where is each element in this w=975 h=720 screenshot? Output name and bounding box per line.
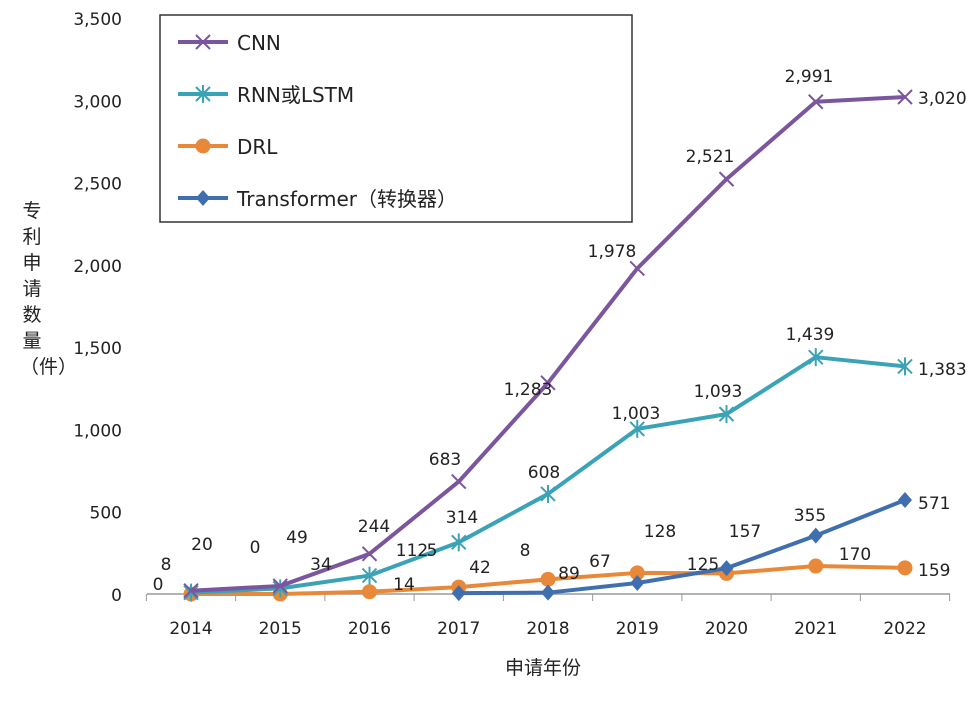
data-point [540,375,556,391]
data-point [540,571,556,587]
data-label: 1,003 [612,404,661,424]
y-tick-label: 1,500 [73,339,122,359]
data-label: 112 [396,541,428,561]
data-point [808,348,824,367]
data-point [183,583,199,602]
data-label: 3,020 [918,89,967,109]
y-tick-label: 0 [111,586,122,606]
data-label: 157 [729,522,761,542]
x-tick-label: 2014 [169,619,212,639]
data-point [808,527,823,544]
x-tick-label: 2022 [883,619,926,639]
data-label: 42 [469,558,491,578]
data-point [630,574,645,591]
legend-label: RNN或LSTM [237,83,354,107]
legend-label: CNN [237,31,281,55]
data-point [808,558,824,574]
data-point [718,171,735,187]
series-line-Transformer（转换器） [458,498,906,596]
data-label: 8 [520,541,531,561]
legend-marker-icon [195,85,211,103]
data-point [629,260,645,277]
y-tick-label: 500 [90,504,122,524]
data-label: 355 [794,506,826,526]
legend-marker-icon [195,34,211,50]
legend [159,14,633,223]
data-point [629,419,645,438]
x-tick-label: 2017 [437,619,480,639]
data-point [629,565,645,581]
data-label: 1,978 [588,242,637,262]
data-point [451,585,466,602]
y-tick-label: 2,000 [73,257,122,277]
data-label: 159 [918,561,950,581]
data-label: 0 [250,538,261,558]
data-label: 2,521 [686,147,735,167]
data-label: 89 [558,564,580,584]
data-label: 128 [644,522,676,542]
data-label: 1,283 [504,380,553,400]
data-label: 0 [153,575,164,595]
data-point [718,405,735,424]
data-point [451,473,467,490]
data-point [541,584,555,601]
data-label: 8 [161,555,172,575]
data-label: 67 [589,552,611,572]
data-point [183,583,199,599]
x-axis-label: 申请年份 [505,657,581,679]
data-point [897,560,913,576]
data-label: 20 [191,535,213,555]
data-label: 1,439 [786,325,835,345]
data-point [897,357,913,376]
data-point [361,566,378,585]
data-point [719,560,734,577]
data-label: 571 [918,494,950,514]
data-label: 683 [429,450,461,470]
y-tick-label: 3,500 [73,10,122,30]
x-tick-label: 2019 [616,619,659,639]
data-point [361,546,378,562]
data-label: 49 [286,528,308,548]
data-point [808,94,824,110]
data-point [362,584,377,600]
data-label: 2,991 [785,67,834,87]
y-axis-label: 专利申请数量（件） [20,200,78,378]
data-label: 1,383 [918,360,967,380]
data-point [897,89,913,105]
x-tick-label: 2018 [526,619,569,639]
data-label: 170 [839,545,871,565]
x-tick-label: 2020 [705,619,748,639]
data-label: 1,093 [694,382,743,402]
legend-marker-icon [195,138,211,154]
data-label: 125 [687,555,719,575]
data-label: 34 [310,555,332,575]
data-point [898,492,912,509]
data-label: 608 [528,463,560,483]
data-point [540,484,556,503]
data-label: 14 [393,575,415,595]
x-tick-label: 2015 [259,619,302,639]
data-point [272,578,288,594]
data-label: 244 [358,517,390,537]
y-tick-label: 3,000 [73,92,122,112]
x-tick-label: 2016 [348,619,391,639]
legend-label: Transformer（转换器） [236,187,457,211]
data-point [451,533,467,552]
data-label: 5 [427,541,438,561]
legend-marker-icon [196,190,210,206]
legend-label: DRL [237,135,278,159]
data-label: 314 [446,508,478,528]
y-tick-label: 1,000 [73,421,122,441]
x-tick-label: 2021 [794,619,837,639]
y-tick-label: 2,500 [73,175,122,195]
